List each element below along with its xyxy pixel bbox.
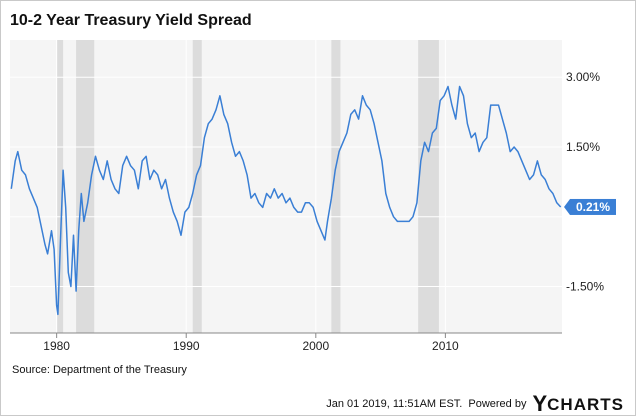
x-tick-label: 2000 xyxy=(302,339,329,353)
last-value-badge xyxy=(570,198,616,215)
powered-by-label: Powered by xyxy=(468,398,527,410)
series-line xyxy=(10,85,562,316)
ycharts-logo-y: Y xyxy=(532,391,548,416)
recession-band xyxy=(56,40,64,333)
footer: Jan 01 2019, 11:51AM EST. Powered by Y C… xyxy=(326,393,624,415)
recession-band xyxy=(418,40,439,333)
x-tick-label: 1990 xyxy=(173,339,200,353)
source-note: Source: Department of the Treasury xyxy=(12,364,187,376)
y-tick-label: -1.50% xyxy=(566,279,604,293)
last-value-label: 0.21% xyxy=(576,200,610,214)
x-tick-label: 2010 xyxy=(432,339,459,353)
recession-band xyxy=(192,40,202,333)
recession-band xyxy=(331,40,341,333)
chart-title: 10-2 Year Treasury Yield Spread xyxy=(10,12,252,29)
x-tick-label: 1980 xyxy=(43,339,70,353)
ycharts-logo[interactable]: Y CHARTS xyxy=(532,393,624,415)
y-tick-label: 3.00% xyxy=(566,70,600,84)
plot-area xyxy=(10,40,562,333)
recession-band xyxy=(76,40,95,333)
y-tick-label: 1.50% xyxy=(566,140,600,154)
timestamp: Jan 01 2019, 11:51AM EST. xyxy=(326,398,463,410)
last-value-pointer xyxy=(564,198,570,215)
ycharts-logo-text: CHARTS xyxy=(547,394,624,414)
